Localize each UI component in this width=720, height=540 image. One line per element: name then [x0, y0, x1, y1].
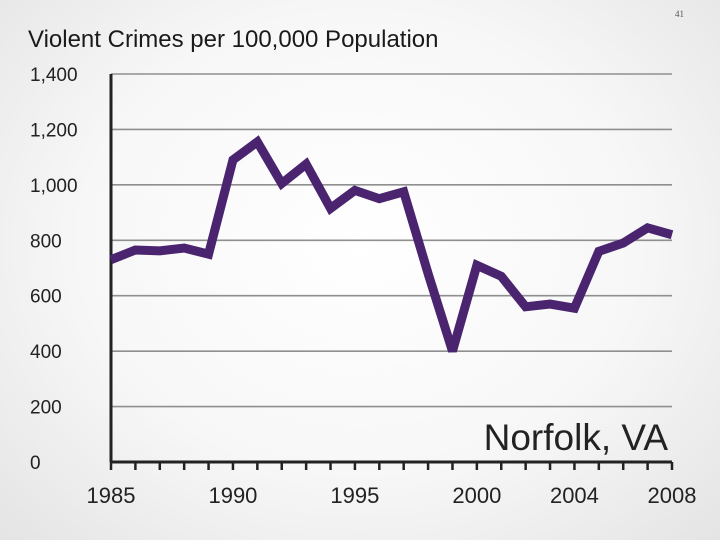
data-point: [306, 164, 307, 165]
axes: [109, 74, 674, 470]
data-point: [159, 250, 160, 251]
x-tick-label: 2004: [550, 483, 599, 508]
data-point: [232, 159, 233, 160]
data-point: [379, 198, 380, 199]
data-point: [501, 276, 502, 277]
data-point: [403, 191, 404, 192]
chart-title: Violent Crimes per 100,000 Population: [28, 26, 438, 53]
y-axis-ticks: 0 200 400 600 800 1,000 1,200 1,400: [30, 65, 78, 474]
page-number: 41: [675, 9, 684, 19]
chart-annotation: Norfolk, VA: [484, 417, 669, 458]
data-point: [598, 251, 599, 252]
data-point: [184, 248, 185, 249]
data-point: [428, 273, 429, 274]
data-point: [672, 234, 673, 235]
y-tick-label: 1,000: [30, 176, 78, 197]
data-point: [647, 227, 648, 228]
x-tick-label: 1990: [208, 483, 257, 508]
data-point: [330, 208, 331, 209]
data-point: [111, 259, 112, 260]
data-point: [452, 351, 453, 352]
x-tick-label: 1985: [87, 483, 136, 508]
x-tick-label: 2008: [648, 483, 697, 508]
y-tick-label: 0: [30, 453, 41, 474]
data-point: [623, 243, 624, 244]
data-point: [525, 306, 526, 307]
y-tick-label: 1,200: [30, 120, 78, 141]
data-point: [257, 141, 258, 142]
data-point: [354, 190, 355, 191]
y-tick-label: 400: [30, 342, 62, 363]
data-point: [281, 183, 282, 184]
y-tick-label: 1,400: [30, 65, 78, 86]
x-tick-label: 1995: [330, 483, 379, 508]
x-axis-ticks: 1985 1990 1995 2000 2004 2008: [87, 483, 697, 508]
data-point: [135, 249, 136, 250]
y-tick-label: 800: [30, 231, 62, 252]
y-tick-label: 600: [30, 287, 62, 308]
series: [109, 135, 674, 353]
data-point: [550, 304, 551, 305]
series-line: [109, 135, 674, 353]
data-point: [574, 308, 575, 309]
grid: [111, 73, 672, 408]
data-point: [476, 265, 477, 266]
x-tick-label: 2000: [452, 483, 501, 508]
data-point: [208, 254, 209, 255]
y-tick-label: 200: [30, 398, 62, 419]
